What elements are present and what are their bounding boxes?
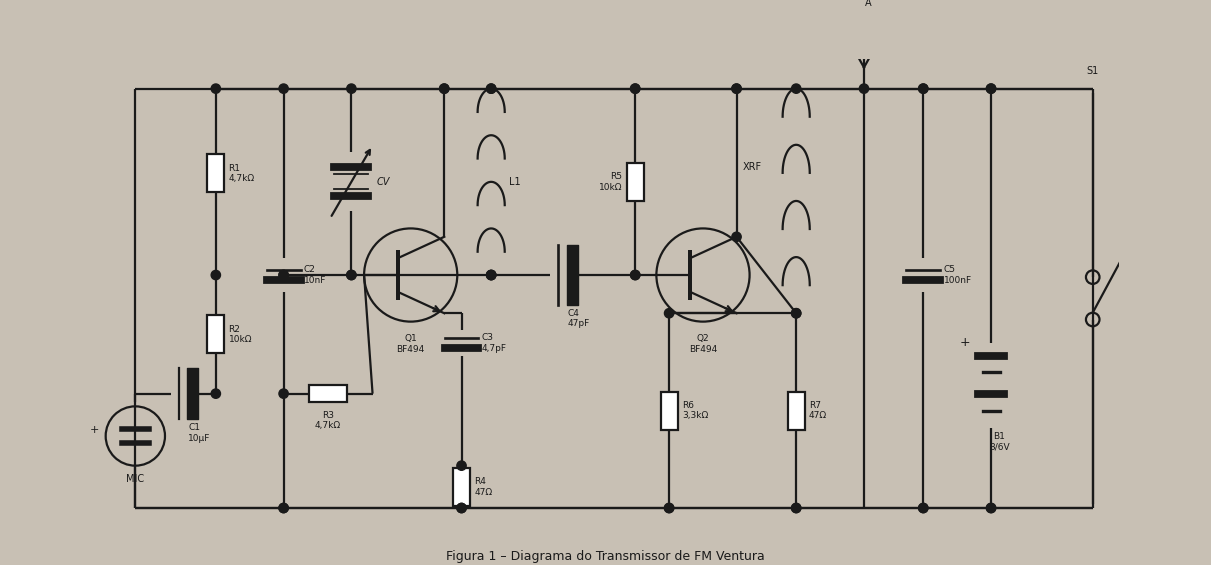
Bar	[627, 163, 644, 201]
Text: Q2
BF494: Q2 BF494	[689, 334, 717, 354]
Text: Q1
BF494: Q1 BF494	[396, 334, 425, 354]
Text: +: +	[90, 425, 99, 435]
Bar	[207, 154, 224, 193]
Circle shape	[346, 271, 356, 280]
Text: C3
4,7pF: C3 4,7pF	[482, 333, 507, 353]
Bar	[453, 468, 470, 506]
Text: R6
3,3kΩ: R6 3,3kΩ	[682, 401, 708, 420]
Circle shape	[457, 461, 466, 470]
Circle shape	[211, 389, 220, 398]
Circle shape	[792, 503, 800, 512]
Text: A: A	[865, 0, 872, 8]
Circle shape	[487, 271, 495, 280]
Circle shape	[631, 84, 639, 93]
Circle shape	[487, 84, 495, 93]
Bar	[661, 392, 678, 430]
Circle shape	[211, 271, 220, 280]
Circle shape	[631, 84, 639, 93]
Circle shape	[987, 503, 995, 512]
Circle shape	[987, 503, 995, 512]
Circle shape	[665, 503, 673, 512]
Text: CV: CV	[377, 177, 390, 187]
Circle shape	[792, 84, 800, 93]
Text: B1
3/6V: B1 3/6V	[989, 432, 1010, 451]
Circle shape	[792, 308, 800, 318]
Circle shape	[457, 503, 466, 512]
Circle shape	[919, 503, 928, 512]
Text: C2
10nF: C2 10nF	[304, 266, 326, 285]
Circle shape	[279, 84, 288, 93]
Circle shape	[487, 271, 495, 280]
Bar	[207, 315, 224, 353]
Circle shape	[279, 271, 288, 280]
Circle shape	[731, 232, 741, 241]
Circle shape	[987, 84, 995, 93]
Text: R4
47Ω: R4 47Ω	[475, 477, 493, 497]
Circle shape	[487, 271, 495, 280]
Text: Figura 1 – Diagrama do Transmissor de FM Ventura: Figura 1 – Diagrama do Transmissor de FM…	[446, 550, 765, 563]
Circle shape	[665, 308, 673, 318]
Text: MIC: MIC	[126, 474, 144, 484]
Text: R1
4,7kΩ: R1 4,7kΩ	[229, 164, 254, 183]
Text: C1
10µF: C1 10µF	[188, 423, 211, 443]
Circle shape	[860, 84, 868, 93]
Text: +: +	[959, 336, 970, 349]
Circle shape	[211, 84, 220, 93]
Circle shape	[731, 84, 741, 93]
Circle shape	[487, 84, 495, 93]
Text: S1: S1	[1086, 66, 1098, 76]
Circle shape	[665, 503, 673, 512]
Circle shape	[919, 503, 928, 512]
Circle shape	[346, 271, 356, 280]
Text: XRF: XRF	[744, 162, 762, 172]
Text: C5
100nF: C5 100nF	[943, 266, 971, 285]
Circle shape	[731, 84, 741, 93]
Bar	[787, 392, 804, 430]
Circle shape	[279, 503, 288, 512]
Circle shape	[792, 308, 800, 318]
Circle shape	[440, 84, 449, 93]
Circle shape	[279, 271, 288, 280]
Circle shape	[792, 503, 800, 512]
Bar	[309, 385, 348, 402]
Text: L1: L1	[509, 177, 521, 187]
Circle shape	[457, 503, 466, 512]
Circle shape	[279, 389, 288, 398]
Text: C4
47pF: C4 47pF	[568, 309, 590, 328]
Circle shape	[919, 84, 928, 93]
Text: R2
10kΩ: R2 10kΩ	[229, 325, 252, 344]
Circle shape	[279, 503, 288, 512]
Circle shape	[631, 271, 639, 280]
Circle shape	[987, 84, 995, 93]
Circle shape	[346, 84, 356, 93]
Circle shape	[440, 84, 449, 93]
Text: R5
10kΩ: R5 10kΩ	[599, 172, 622, 192]
Text: R7
47Ω: R7 47Ω	[809, 401, 827, 420]
Text: R3
4,7kΩ: R3 4,7kΩ	[315, 411, 342, 430]
Circle shape	[919, 84, 928, 93]
Circle shape	[631, 271, 639, 280]
